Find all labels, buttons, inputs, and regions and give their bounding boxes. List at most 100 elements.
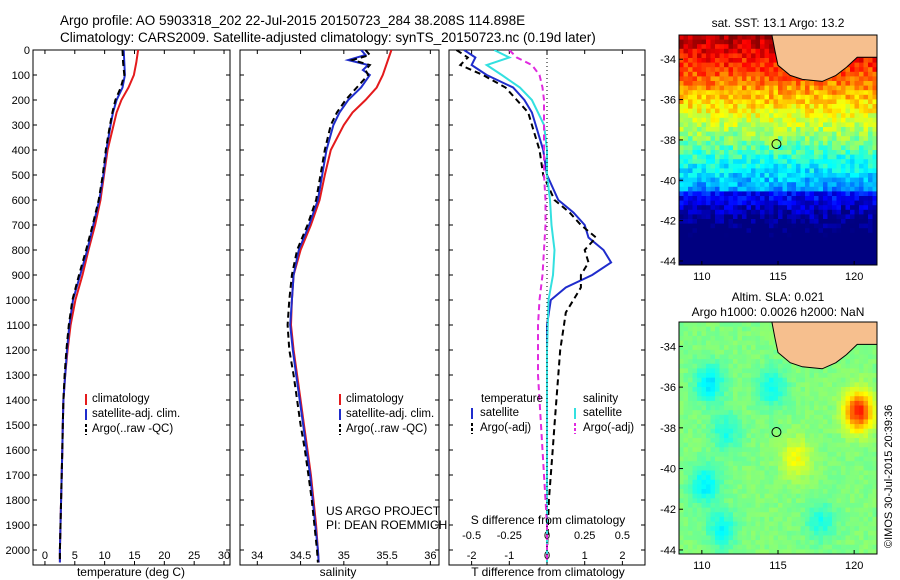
heatmap-cell: [769, 232, 775, 238]
heatmap-cell: [755, 186, 761, 192]
heatmap-cell: [791, 255, 797, 261]
heatmap-cell: [841, 228, 847, 234]
heatmap-cell: [796, 438, 802, 444]
heatmap-cell: [854, 67, 860, 73]
heatmap-cell: [742, 363, 748, 369]
heatmap-cell: [701, 484, 707, 490]
heatmap-cell: [841, 182, 847, 188]
heatmap-cell: [706, 242, 712, 248]
heatmap-cell: [751, 479, 757, 485]
heatmap-cell: [809, 150, 815, 156]
heatmap-cell: [773, 456, 779, 462]
heatmap-cell: [836, 489, 842, 495]
heatmap-cell: [809, 493, 815, 499]
heatmap-cell: [697, 507, 703, 513]
heatmap-cell: [791, 424, 797, 430]
heatmap-cell: [746, 377, 752, 383]
heatmap-cell: [724, 196, 730, 202]
heatmap-cell: [800, 237, 806, 243]
heatmap-cell: [764, 219, 770, 225]
heatmap-cell: [773, 122, 779, 128]
heatmap-cell: [679, 516, 685, 523]
heatmap-cell: [751, 451, 757, 458]
heatmap-cell: [814, 516, 820, 523]
heatmap-cell: [805, 177, 811, 183]
heatmap-cell: [692, 405, 698, 411]
heatmap-cell: [728, 219, 734, 225]
heatmap-cell: [742, 544, 748, 550]
heatmap-cell: [764, 223, 770, 229]
heatmap-cell: [719, 145, 725, 151]
heatmap-cell: [724, 242, 730, 248]
heatmap-cell: [769, 479, 775, 485]
heatmap-cell: [805, 186, 811, 192]
heatmap-cell: [850, 382, 856, 388]
heatmap-cell: [719, 335, 725, 342]
lon-tick-label: 115: [769, 271, 787, 283]
heatmap-cell: [706, 159, 712, 165]
heatmap-cell: [832, 150, 838, 156]
heatmap-cell: [751, 136, 757, 142]
heatmap-cell: [733, 377, 739, 383]
heatmap-cell: [755, 168, 761, 174]
heatmap-cell: [863, 535, 869, 541]
heatmap-cell: [814, 377, 820, 383]
heatmap-cell: [724, 433, 730, 439]
heatmap-cell: [868, 456, 874, 462]
heatmap-cell: [760, 447, 766, 453]
heatmap-cell: [710, 335, 716, 342]
heatmap-cell: [809, 414, 815, 421]
lat-tick-label: -38: [660, 423, 676, 435]
heatmap-cell: [769, 419, 775, 425]
heatmap-cell: [778, 191, 784, 197]
heatmap-cell: [683, 242, 689, 248]
heatmap-cell: [764, 99, 770, 105]
heatmap-cell: [706, 39, 712, 45]
heatmap-cell: [778, 410, 784, 416]
heatmap-cell: [854, 209, 860, 215]
heatmap-cell: [728, 58, 734, 64]
heatmap-cell: [845, 386, 851, 393]
heatmap-cell: [760, 48, 766, 54]
heatmap-cell: [692, 349, 698, 356]
heatmap-cell: [796, 136, 802, 142]
heatmap-cell: [742, 44, 748, 50]
heatmap-cell: [715, 433, 721, 439]
heatmap-cell: [850, 526, 856, 532]
heatmap-cell: [688, 117, 694, 123]
heatmap-cell: [805, 260, 811, 265]
heatmap-cell: [787, 424, 793, 430]
heatmap-cell: [742, 117, 748, 123]
heatmap-cell: [796, 205, 802, 211]
heatmap-cell: [827, 242, 833, 248]
heatmap-cell: [760, 498, 766, 504]
heatmap-cell: [683, 354, 689, 360]
heatmap-cell: [751, 67, 757, 73]
heatmap-cell: [868, 140, 874, 146]
heatmap-cell: [683, 62, 689, 68]
heatmap-cell: [737, 498, 743, 504]
heatmap-cell: [841, 419, 847, 425]
heatmap-cell: [724, 442, 730, 448]
heatmap-cell: [688, 182, 694, 188]
heatmap-cell: [764, 540, 770, 546]
heatmap-cell: [778, 512, 784, 518]
heatmap-cell: [733, 196, 739, 202]
heatmap-cell: [809, 442, 815, 448]
heatmap-cell: [715, 85, 721, 91]
heatmap-cell: [773, 232, 779, 238]
s-diff-tick-label: 0.5: [615, 530, 630, 542]
heatmap-cell: [769, 228, 775, 234]
heatmap-cell: [841, 475, 847, 481]
heatmap-cell: [796, 113, 802, 119]
heatmap-cell: [823, 391, 829, 397]
heatmap-cell: [737, 465, 743, 472]
heatmap-cell: [715, 512, 721, 518]
heatmap-cell: [845, 521, 851, 527]
heatmap-cell: [859, 359, 865, 365]
heatmap-cell: [724, 168, 730, 174]
heatmap-cell: [778, 85, 784, 91]
header-line-1: Argo profile: AO 5903318_202 22-Jul-2015…: [60, 13, 525, 28]
heatmap-cell: [697, 108, 703, 114]
heatmap-cell: [724, 428, 730, 434]
